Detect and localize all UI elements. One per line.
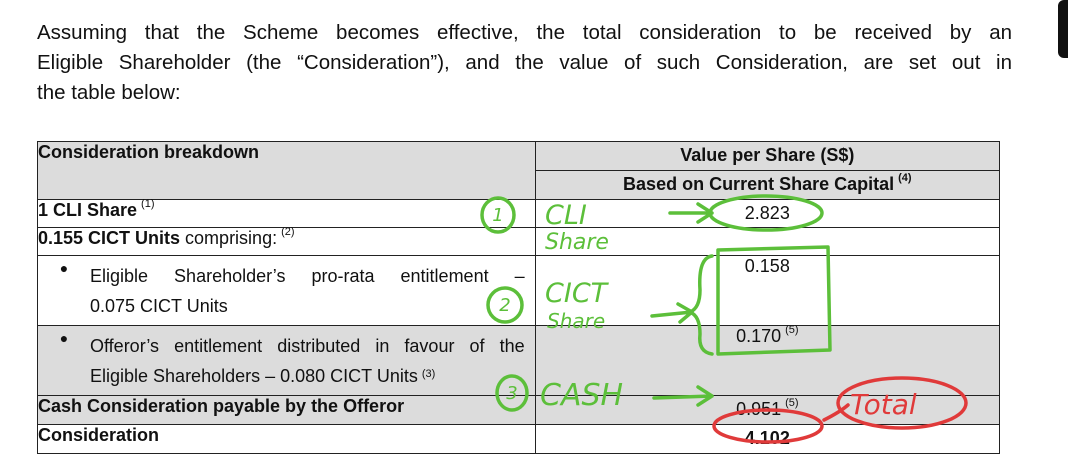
header-based-on-capital: Based on Current Share Capital (4) bbox=[534, 170, 1001, 200]
row-pro-rata-label: ● Eligible Shareholder’s pro-rata entitl… bbox=[37, 255, 536, 326]
row-offeror-entitlement-value: 0.170 (5) bbox=[534, 324, 1001, 396]
bullet-icon: ● bbox=[59, 260, 69, 276]
consideration-table: Consideration breakdown Value per Share … bbox=[37, 141, 1001, 454]
row-cash-value: 0.951 (5) bbox=[534, 395, 1001, 425]
row-consideration-label: Consideration bbox=[37, 424, 536, 454]
row-consideration-value: 4.102 bbox=[534, 424, 1001, 454]
row-cash-label: Cash Consideration payable by the Offero… bbox=[37, 395, 536, 425]
row-offeror-entitlement-label: ● Offeror’s entitlement distributed in f… bbox=[37, 325, 536, 396]
intro-line-3: the table below: bbox=[37, 81, 181, 104]
bullet-icon: ● bbox=[59, 330, 69, 346]
row-cict-units-label: 0.155 CICT Units comprising: (2) bbox=[37, 226, 536, 256]
row-cict-units-value bbox=[534, 227, 1001, 256]
row-cli-share-label: 1 CLI Share (1) bbox=[37, 198, 536, 228]
intro-line-2: Eligible Shareholder (the “Consideration… bbox=[37, 51, 1012, 74]
row-pro-rata-value: 0.158 bbox=[534, 255, 1001, 326]
scrollbar-thumb[interactable] bbox=[1058, 0, 1068, 58]
header-value-per-share: Value per Share (S$) bbox=[534, 141, 1001, 171]
intro-paragraph: Assuming that the Scheme becomes effecti… bbox=[37, 18, 1012, 108]
header-consideration-breakdown: Consideration breakdown bbox=[37, 141, 536, 200]
intro-line-1: Assuming that the Scheme becomes effecti… bbox=[37, 21, 1012, 44]
row-cli-share-value: 2.823 bbox=[534, 199, 1001, 228]
